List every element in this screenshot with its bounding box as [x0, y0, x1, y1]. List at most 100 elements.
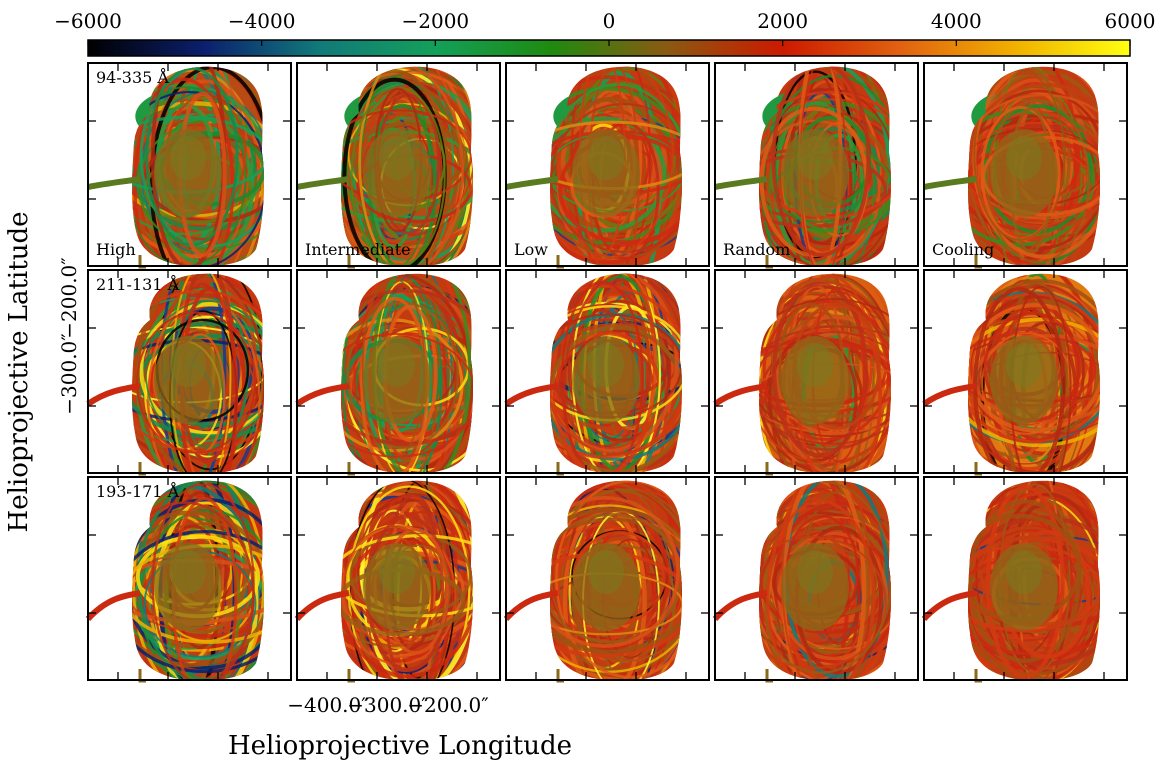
footpoint-tail [713, 383, 768, 407]
panel-r1-c5: Cooling [923, 62, 1128, 269]
loop-strand [759, 292, 875, 448]
loop-strand [759, 95, 877, 267]
footpoint-tail [86, 383, 141, 407]
loop-core-inner [588, 136, 624, 180]
x-tick-label: −300.0″ [347, 693, 428, 717]
panel-r3-c4 [712, 476, 919, 683]
loop-strand [766, 499, 876, 681]
loop-strand [341, 333, 473, 458]
footpoint-tail [504, 383, 559, 407]
panel-frame [87, 269, 292, 474]
loop-strand [550, 284, 682, 459]
panel-frame [714, 476, 919, 681]
loop-core-inner [797, 343, 833, 387]
y-tick-label: −200.0″ [57, 257, 81, 338]
loop-core-inner [1006, 550, 1042, 594]
loop-strand [550, 66, 674, 261]
column-label: Random [723, 240, 790, 259]
loop-strand [132, 66, 264, 259]
footpoint-tail [296, 176, 350, 190]
loop-strand [132, 544, 264, 644]
panel-frame [296, 62, 501, 267]
loop-strand [770, 516, 891, 650]
x-tick-label: −200.0″ [407, 693, 488, 717]
loop-strand [132, 321, 264, 439]
loop-strands [550, 480, 682, 681]
loop-strand [341, 288, 473, 446]
x-axis-title: Helioprojective Longitude [228, 731, 572, 761]
panel-r2-c2 [295, 269, 501, 476]
loop-strand [550, 496, 680, 648]
loop-core-inner [797, 550, 833, 594]
row-label: 94-335 Å [96, 67, 169, 87]
column-label: Low [514, 240, 548, 259]
loop-strand [145, 300, 264, 447]
footpoint-tail [505, 176, 559, 190]
loop-core-inner [379, 343, 415, 387]
loop-strand [555, 480, 682, 679]
loop-strand [550, 273, 682, 456]
panel-frame [923, 476, 1128, 681]
loop-strand [550, 507, 682, 655]
colorbar: −6000 −4000 −2000 0 2000 4000 6000 [54, 9, 1155, 57]
loop-strand [560, 280, 644, 474]
loop-strand [570, 66, 652, 267]
column-label: Intermediate [305, 240, 411, 259]
panel-r1-c1: 94-335 Å High [87, 62, 292, 269]
loop-strand [759, 281, 891, 474]
loop-strand [771, 281, 868, 458]
loop-strand [968, 279, 1100, 474]
panel-r3-c1: 193-171 Å [85, 476, 292, 683]
loop-strand [550, 303, 682, 474]
loop-strands [132, 66, 264, 267]
panel-grid: 94-335 Å High Intermediate Low Random Cooling… [85, 62, 1128, 683]
footpoint-tail [85, 590, 141, 622]
loop-strand [132, 66, 255, 267]
loop-core-inner [588, 550, 624, 594]
loop-strand [132, 83, 264, 236]
loop-strand [563, 273, 682, 474]
loop-core-inner [379, 550, 415, 594]
panel-r3-c5 [921, 476, 1128, 683]
footpoint-tail [922, 383, 977, 407]
panel-frame [505, 476, 710, 681]
loop-strand [759, 331, 891, 445]
panel-frame [923, 62, 1128, 267]
footpoint-tail [714, 176, 768, 190]
colorbar-tick-label: 4000 [931, 9, 982, 33]
y-axis-title: Helioprojective Latitude [4, 212, 34, 533]
colorbar-tick-label: 2000 [757, 9, 808, 33]
loop-core-inner [379, 136, 415, 180]
loop-strand [136, 311, 256, 454]
panel-frame [87, 476, 292, 681]
loop-strand [558, 135, 682, 245]
loop-strand [759, 90, 891, 219]
loop-strand [550, 273, 679, 453]
loop-strand [147, 297, 261, 474]
loop-strand [985, 485, 1065, 679]
loop-strand [347, 485, 471, 681]
loop-strand [759, 325, 891, 424]
loop-strand [762, 480, 870, 681]
loop-core-inner [170, 136, 206, 180]
row-label: 193-171 Å [96, 481, 180, 501]
panel-r2-c3 [504, 269, 710, 476]
loop-strand [981, 332, 1073, 435]
colorbar-tick-label: −4000 [228, 9, 296, 33]
loop-strand [759, 298, 891, 438]
footpoint-tail [503, 590, 559, 622]
loop-core-inner [170, 343, 206, 387]
loop-strand [759, 535, 887, 670]
panel-frame [87, 62, 292, 267]
loop-strand [132, 510, 264, 668]
x-tick-label: −400.0″ [287, 693, 368, 717]
loop-strands [968, 273, 1100, 474]
colorbar-ticks: −6000 −4000 −2000 0 2000 4000 6000 [54, 9, 1155, 46]
loop-strand [358, 66, 473, 267]
loop-strand [768, 105, 875, 267]
loop-strand [132, 501, 255, 681]
loop-strand [341, 66, 465, 267]
panel-r1-c4: Random [714, 62, 919, 269]
loop-strand [550, 322, 682, 431]
panel-frame [714, 269, 919, 474]
